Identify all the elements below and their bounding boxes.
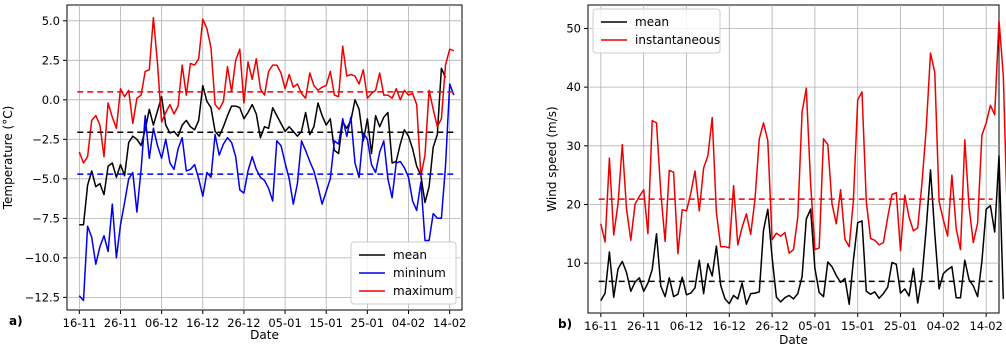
x-axis-label-b: Date <box>779 333 808 347</box>
x-ticks-b: 16-11 26-11 06-12 16-12 26-12 05-01 15-01 25-01… <box>584 313 1003 333</box>
x-tick-label: 26-11 <box>627 319 660 333</box>
x-tick-label: 05-01 <box>798 319 831 333</box>
y-tick-label: 20 <box>566 197 581 211</box>
legend-b: mean instantaneous <box>592 8 721 54</box>
y-ticks-a: 5.0 2.5 0.0 −2.5 −5.0 −7.5 −10.0 −12.5 <box>25 14 67 304</box>
y-tick-label: 10 <box>566 256 581 270</box>
x-tick-label: 14-02 <box>969 319 1002 333</box>
y-tick-label: −10.0 <box>25 251 60 265</box>
panel-label-b: b) <box>558 317 572 331</box>
series-mininum-line <box>78 83 455 302</box>
x-tick-label: 14-02 <box>433 316 466 330</box>
x-tick-label: 16-11 <box>63 316 96 330</box>
x-tick-label: 04-02 <box>927 319 960 333</box>
x-tick-label: 25-01 <box>351 316 384 330</box>
y-tick-label: 30 <box>566 139 581 153</box>
x-tick-label: 16-12 <box>186 316 219 330</box>
x-tick-label: 15-01 <box>841 319 874 333</box>
legend-box <box>350 241 457 305</box>
x-tick-label: 15-01 <box>310 316 343 330</box>
y-ticks-b: 10 20 30 40 50 <box>566 21 588 270</box>
series-maximum-line <box>78 16 455 177</box>
x-ticks-a: 16-11 26-11 06-12 16-12 26-12 05-01 15-01 25-01… <box>63 310 466 330</box>
x-tick-label: 06-12 <box>670 319 703 333</box>
series-mean-line <box>600 155 1005 305</box>
chart-panel-b: 10 20 30 40 50 16-11 26-11 06-12 16-12 26-12 05-0… <box>545 4 1006 347</box>
x-tick-label: 06-12 <box>145 316 178 330</box>
y-axis-label-a: Temperature (°C) <box>1 106 15 211</box>
y-tick-label: 5.0 <box>42 14 60 28</box>
y-tick-label: −2.5 <box>32 132 60 146</box>
x-tick-label: 05-01 <box>268 316 301 330</box>
grid-b <box>588 5 999 313</box>
legend-label-mean: mean <box>635 15 669 29</box>
x-tick-label: 16-11 <box>584 319 617 333</box>
series-group-a <box>77 16 456 302</box>
x-axis-label-a: Date <box>250 328 279 342</box>
y-tick-label: −12.5 <box>25 290 60 304</box>
legend-label-instantaneous: instantaneous <box>635 33 720 47</box>
panel-label-a: a) <box>9 314 23 328</box>
legend-box <box>592 8 721 54</box>
series-instantaneous-line <box>600 19 1006 255</box>
legend-label-mean: mean <box>393 248 427 262</box>
y-tick-label: −5.0 <box>32 172 60 186</box>
y-tick-label: −7.5 <box>32 211 60 225</box>
y-tick-label: 50 <box>566 21 581 35</box>
y-tick-label: 40 <box>566 80 581 94</box>
legend-label-mininum: mininum <box>393 266 446 280</box>
legend-label-maximum: maximum <box>393 284 453 298</box>
x-tick-label: 16-12 <box>713 319 746 333</box>
x-tick-label: 04-02 <box>392 316 425 330</box>
y-tick-label: 0.0 <box>42 93 60 107</box>
chart-panel-a: 5.0 2.5 0.0 −2.5 −5.0 −7.5 −10.0 −12.5 16-11 26-… <box>1 4 466 342</box>
x-tick-label: 26-11 <box>104 316 137 330</box>
legend-a: mean mininum maximum <box>350 241 457 305</box>
series-group-b <box>598 19 1006 305</box>
x-tick-label: 25-01 <box>884 319 917 333</box>
y-axis-label-b: Wind speed (m/s) <box>545 106 559 211</box>
x-tick-label: 26-12 <box>227 316 260 330</box>
x-tick-label: 26-12 <box>755 319 788 333</box>
y-tick-label: 2.5 <box>42 53 60 67</box>
